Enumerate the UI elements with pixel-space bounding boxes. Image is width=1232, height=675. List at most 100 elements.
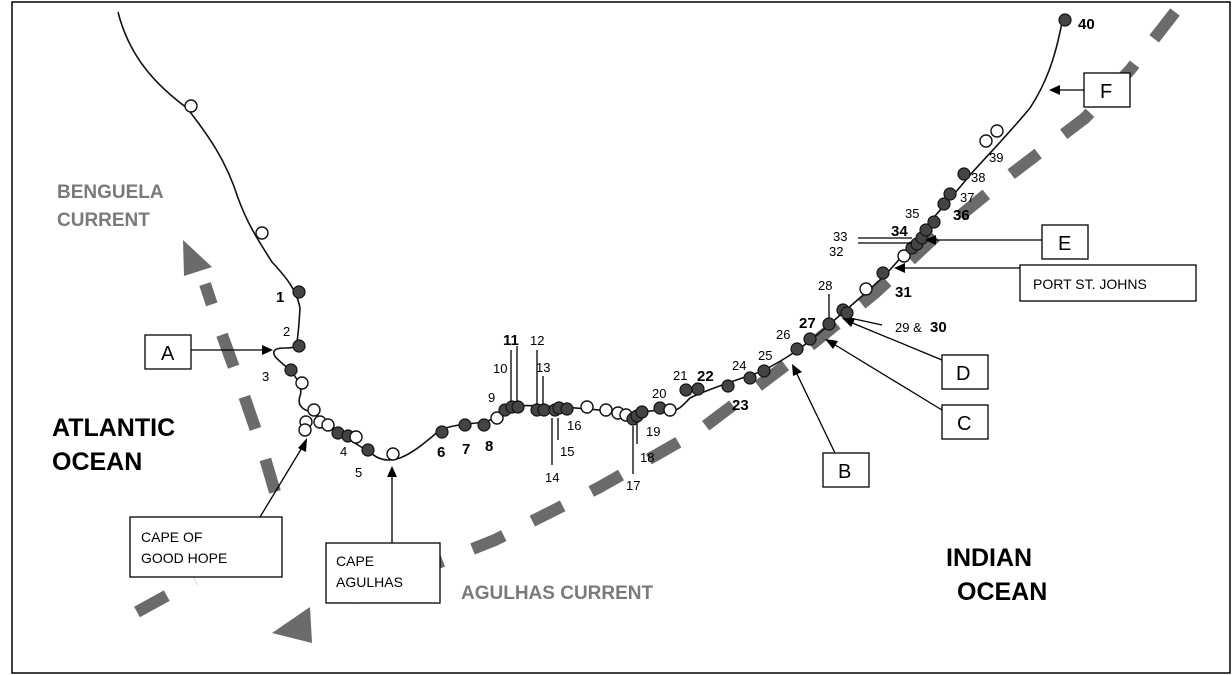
marker-f-box [1083, 72, 1131, 108]
letter-markers: A B C D E F [144, 72, 1131, 488]
site-marker-1 [292, 285, 306, 299]
site-label-33: 33 [833, 229, 847, 244]
site-label-35: 35 [905, 206, 919, 221]
site-label-4: 4 [340, 444, 347, 459]
site-label-22: 22 [697, 368, 714, 385]
benguela-current-label: BENGUELA CURRENT [57, 182, 164, 231]
site-marker-open [298, 423, 312, 437]
site-label-40: 40 [1078, 16, 1095, 33]
agulhas-arrowhead [272, 607, 312, 643]
site-label-8: 8 [485, 438, 493, 455]
cape-of-good-hope-pointer [259, 445, 304, 518]
site-leader-lines [510, 237, 912, 474]
site-marker-27 [803, 332, 817, 346]
site-marker-21 [679, 383, 693, 397]
marker-a-label: A [161, 343, 175, 365]
site-marker-19 [635, 405, 649, 419]
site-marker-7 [458, 418, 472, 432]
site-marker-3 [284, 363, 298, 377]
site-label-15: 15 [560, 444, 574, 459]
cape-of-good-hope-label: CAPE OF GOOD HOPE [141, 529, 227, 566]
site-marker-28 [822, 317, 836, 331]
site-label-21: 21 [673, 368, 687, 383]
site-marker-16 [560, 402, 574, 416]
site-marker-open [580, 400, 594, 414]
site-marker-open [990, 124, 1004, 138]
site-label-18: 18 [640, 450, 654, 465]
site-label-39: 39 [989, 150, 1003, 165]
site-label-34: 34 [891, 223, 908, 240]
site-label-12: 12 [530, 333, 544, 348]
agulhas-current-label: AGULHAS CURRENT [461, 583, 654, 604]
benguela-current-arrow [199, 282, 281, 494]
site-marker-5 [361, 443, 375, 457]
marker-a-box [144, 334, 192, 370]
port-st-johns-label: PORT ST. JOHNS [1033, 276, 1147, 292]
atlantic-ocean-label: ATLANTIC OCEAN [52, 414, 175, 476]
site-label-13: 13 [536, 360, 550, 375]
site-label-25: 25 [758, 348, 772, 363]
site-label-23: 23 [732, 397, 749, 414]
site-labels: 1 2 3 4 5 6 7 8 9 10 11 12 13 14 15 16 1… [262, 16, 1095, 493]
site-marker-39 [957, 167, 971, 181]
site-label-28: 28 [818, 278, 832, 293]
site-marker-30 [840, 306, 854, 320]
site-marker-open [897, 249, 911, 263]
site-label-17: 17 [626, 478, 640, 493]
site-marker-24 [743, 371, 757, 385]
site-marker-22 [691, 382, 705, 396]
site-marker-open [490, 411, 504, 425]
site-label-20: 20 [652, 386, 666, 401]
site-marker-open [307, 403, 321, 417]
cape-of-good-hope-box [129, 516, 283, 578]
site-marker-23 [721, 379, 735, 393]
site-marker-open [349, 430, 363, 444]
site-marker-26 [790, 342, 804, 356]
site-marker-36 [927, 215, 941, 229]
site-label-29-30: 29 & [895, 320, 922, 335]
site-marker-open [255, 226, 269, 240]
benguela-arrowhead [183, 240, 212, 276]
cape-agulhas-box [325, 542, 441, 604]
site-label-5: 5 [355, 465, 362, 480]
site-marker-2 [292, 339, 306, 353]
site-label-38: 38 [971, 170, 985, 185]
site-label-19: 19 [646, 424, 660, 439]
site-marker-31 [876, 266, 890, 280]
site-marker-11 [511, 400, 525, 414]
benguela-lower-dash [134, 574, 198, 618]
site-label-1: 1 [276, 289, 284, 306]
site-marker-8 [477, 418, 491, 432]
marker-e-box [1041, 224, 1089, 260]
ocean-labels: ATLANTIC OCEAN INDIAN OCEAN BENGUELA CURREN… [52, 182, 1047, 606]
site-marker-open [663, 403, 677, 417]
site-marker-open [979, 134, 993, 148]
site-marker-35 [919, 223, 933, 237]
indian-ocean-label: INDIAN OCEAN [946, 544, 1047, 606]
site-marker-open [859, 282, 873, 296]
cape-agulhas-label: CAPE AGULHAS [336, 553, 403, 590]
site-label-27: 27 [799, 315, 816, 332]
map-frame [11, 1, 1231, 674]
site-label-11: 11 [503, 332, 519, 349]
agulhas-current-arrow [333, 8, 1180, 610]
site-label-32: 32 [829, 244, 843, 259]
site-label-24: 24 [732, 358, 746, 373]
site-marker-40 [1058, 13, 1072, 27]
site-marker-25 [757, 364, 771, 378]
marker-b-label: B [838, 461, 851, 483]
site-label-3: 3 [262, 369, 269, 384]
site-label-16: 16 [567, 418, 581, 433]
site-marker-open [386, 447, 400, 461]
site-label-10: 10 [493, 361, 507, 376]
marker-e-label: E [1058, 233, 1071, 255]
marker-d-label: D [956, 363, 970, 385]
marker-f-label: F [1100, 81, 1112, 103]
site-marker-37 [937, 197, 951, 211]
site-label-7: 7 [462, 441, 470, 458]
marker-b-box [822, 452, 870, 488]
site-label-31: 31 [895, 284, 912, 301]
site-label-6: 6 [437, 444, 445, 461]
site-markers [184, 13, 1072, 461]
